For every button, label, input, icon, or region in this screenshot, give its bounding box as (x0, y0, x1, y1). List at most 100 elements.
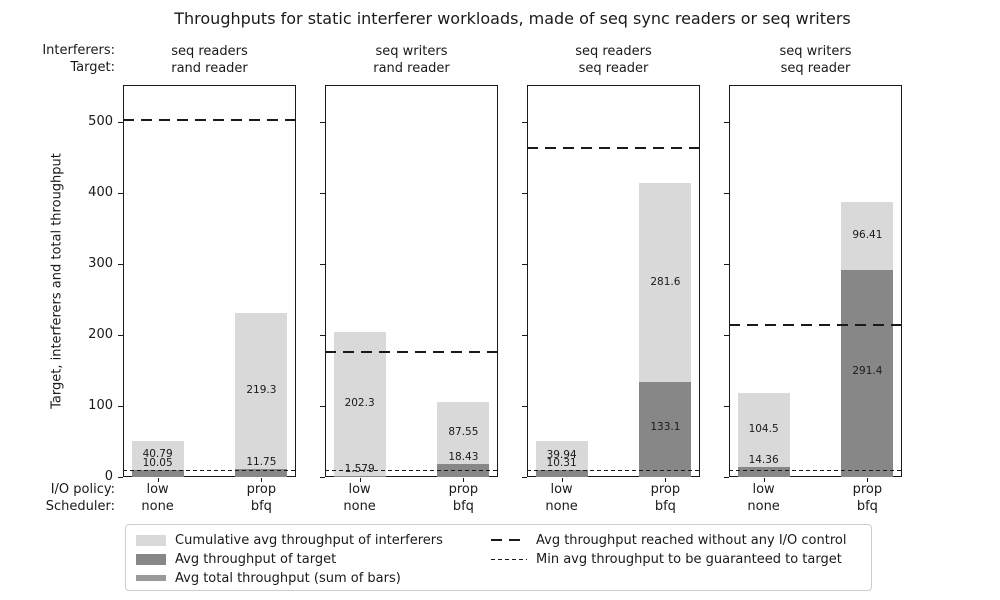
y-tick-mark (118, 122, 123, 123)
bar-segment-interferers (737, 392, 790, 467)
legend-label: Avg throughput reached without any I/O c… (536, 532, 847, 548)
y-tick-mark (320, 193, 325, 194)
panel-1-header: seq readers rand reader (123, 43, 296, 77)
bar-segment-interferers (131, 440, 184, 470)
x-tick-mark (157, 478, 159, 482)
bar-segment-target (737, 466, 790, 477)
panel-axes (729, 85, 902, 477)
scheduler-tick-label: none (545, 499, 578, 514)
interferers-value-label: 219.3 (246, 383, 277, 396)
y-tick-mark (320, 335, 325, 336)
panel-axes (123, 85, 296, 477)
y-tick-mark (522, 122, 527, 123)
target-value-label: 10.05 (142, 456, 173, 469)
legend-label: Avg throughput of target (175, 551, 337, 567)
y-tick-label: 200 (88, 327, 113, 342)
min-guaranteed-line (527, 469, 700, 471)
interferers-value-label: 104.5 (748, 422, 779, 435)
target-value-label: 18.43 (448, 450, 479, 463)
bar-segment-target (235, 468, 288, 477)
y-tick-mark (320, 264, 325, 265)
panel-axes (527, 85, 700, 477)
panel-3-target: seq reader (578, 61, 649, 76)
bar-segment-interferers (535, 441, 588, 470)
scheduler-tick-label: bfq (452, 499, 474, 514)
io-policy-tick-label: prop (852, 482, 883, 497)
min-guaranteed-line (325, 469, 498, 471)
panel-2-interferers: seq writers (375, 44, 448, 59)
legend-label: Cumulative avg throughput of interferers (175, 532, 443, 548)
bar-segment-interferers (639, 182, 692, 383)
scheduler-tick-label: none (141, 499, 174, 514)
y-tick-mark (118, 335, 123, 336)
no-control-line (729, 324, 902, 327)
no-control-line (527, 146, 700, 149)
legend-item: Avg throughput reached without any I/O c… (491, 530, 846, 550)
x-tick-mark (261, 478, 263, 482)
interferers-value-label: 40.79 (142, 448, 173, 461)
interferers-value-label: 202.3 (344, 397, 375, 410)
y-tick-mark (320, 122, 325, 123)
bar-segment-target (535, 469, 588, 477)
y-tick-label: 500 (88, 114, 113, 129)
panel-axes (325, 85, 498, 477)
target-value-label: 14.36 (748, 453, 779, 466)
x-tick-mark (665, 478, 667, 482)
interferers-value-label: 87.55 (448, 425, 479, 438)
y-tick-mark (118, 406, 123, 407)
target-swatch-icon (136, 553, 166, 565)
bar-segment-interferers (841, 201, 894, 271)
y-tick-mark (724, 335, 729, 336)
y-tick-label: 100 (88, 398, 113, 413)
interferers-row-label: Interferers: (42, 43, 115, 58)
panel-1-target: rand reader (171, 61, 248, 76)
io-policy-tick-label: low (550, 482, 573, 497)
io-policy-tick-label: low (146, 482, 169, 497)
bar-segment-target (333, 475, 386, 477)
y-tick-label: 0 (104, 469, 113, 484)
min-guaranteed-line (123, 469, 296, 471)
y-tick-label: 400 (88, 185, 113, 200)
scheduler-tick-label: bfq (856, 499, 878, 514)
interferers-swatch-icon (136, 534, 166, 546)
panel-4-target: seq reader (780, 61, 851, 76)
y-tick-mark (118, 193, 123, 194)
io-policy-tick-label: low (348, 482, 371, 497)
y-tick-mark (522, 477, 527, 478)
legend: Cumulative avg throughput of interferers… (125, 524, 872, 591)
y-tick-mark (320, 406, 325, 407)
target-value-label: 11.75 (246, 455, 277, 468)
legend-item: Avg total throughput (sum of bars) (136, 568, 401, 588)
interferers-value-label: 96.41 (852, 228, 883, 241)
legend-item: Avg throughput of target (136, 549, 336, 569)
legend-label: Avg total throughput (sum of bars) (175, 570, 401, 586)
io-policy-tick-label: prop (448, 482, 479, 497)
panel-4-interferers: seq writers (779, 44, 852, 59)
legend-label: Min avg throughput to be guaranteed to t… (536, 551, 842, 567)
panel-3-interferers: seq readers (575, 44, 652, 59)
y-tick-mark (522, 193, 527, 194)
panel-3-header: seq readers seq reader (527, 43, 700, 77)
chart-title: Throughputs for static interferer worklo… (174, 9, 851, 28)
target-value-label: 133.1 (650, 420, 681, 433)
y-tick-mark (724, 122, 729, 123)
scheduler-tick-label: none (747, 499, 780, 514)
x-tick-mark (867, 478, 869, 482)
target-value-label: 1.579 (344, 462, 375, 475)
y-tick-mark (118, 477, 123, 478)
no-control-line (123, 118, 296, 121)
bar-segment-target (639, 382, 692, 477)
scheduler-row-label: Scheduler: (45, 499, 115, 514)
bar-segment-interferers (333, 332, 386, 476)
scheduler-tick-label: bfq (250, 499, 272, 514)
y-tick-mark (522, 264, 527, 265)
x-tick-mark (463, 478, 465, 482)
short-dash-line-icon (491, 558, 527, 560)
legend-item: Min avg throughput to be guaranteed to t… (491, 549, 842, 569)
y-tick-mark (724, 406, 729, 407)
min-guaranteed-line (729, 469, 902, 471)
x-tick-mark (763, 478, 765, 482)
target-row-label: Target: (70, 60, 115, 75)
y-tick-mark (522, 335, 527, 336)
y-tick-mark (724, 193, 729, 194)
